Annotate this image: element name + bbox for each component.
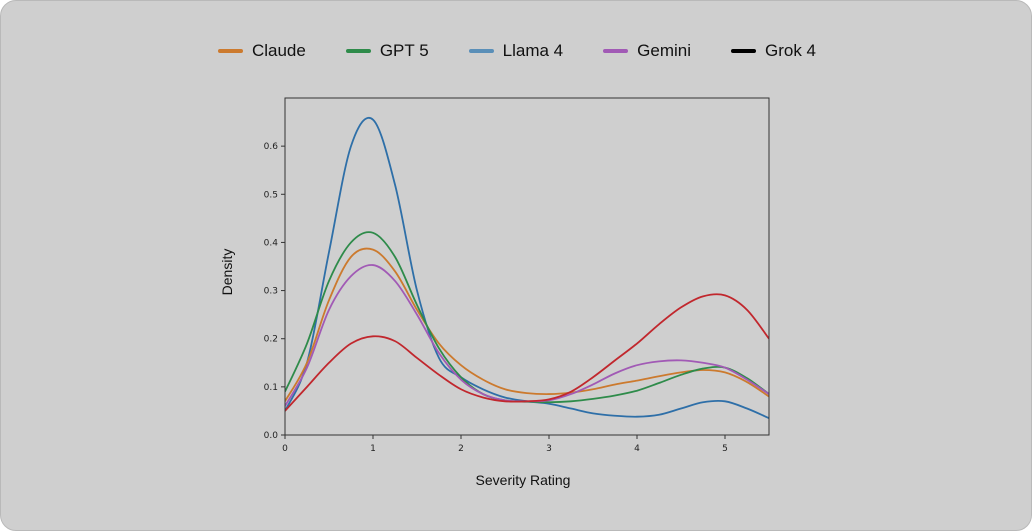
legend-swatch-gpt5	[345, 49, 371, 53]
x-tick-label: 5	[722, 444, 728, 454]
x-tick-label: 3	[546, 444, 552, 454]
chart-legend: Claude GPT 5 Llama 4 Gemini Grok 4	[1, 37, 1031, 65]
series-line-4	[285, 293, 769, 412]
y-tick-label: 0.0	[264, 431, 279, 441]
series-line-0	[285, 117, 769, 419]
legend-item-claude: Claude	[217, 41, 306, 61]
x-tick-label: 4	[634, 444, 640, 454]
x-tick-label: 2	[458, 444, 464, 454]
x-axis: 0 1 2 3 4 5	[282, 435, 728, 454]
legend-label-llama4: Llama 4	[502, 41, 564, 60]
legend-label-grok4: Grok 4	[765, 41, 817, 60]
legend-item-gpt5: GPT 5	[345, 41, 429, 61]
series-line-2	[285, 231, 769, 404]
y-tick-label: 0.4	[264, 238, 279, 248]
legend-label-gemini: Gemini	[637, 41, 691, 60]
y-tick-label: 0.3	[264, 287, 278, 297]
legend-swatch-llama4	[468, 49, 494, 53]
y-tick-label: 0.2	[264, 335, 278, 345]
legend-item-llama4: Llama 4	[468, 41, 564, 61]
y-tick-label: 0.1	[264, 383, 278, 393]
x-tick-label: 0	[282, 444, 288, 454]
legend-item-gemini: Gemini	[603, 41, 691, 61]
legend-label-claude: Claude	[251, 41, 306, 60]
plot-frame	[284, 97, 770, 436]
legend-swatch-gemini	[603, 49, 629, 53]
legend-item-grok4: Grok 4	[731, 41, 816, 61]
series-layer	[285, 117, 769, 419]
series-line-3	[285, 264, 769, 407]
y-tick-label: 0.6	[264, 142, 279, 152]
legend-swatch-claude	[217, 49, 243, 53]
x-axis-label: Severity Rating	[476, 472, 571, 488]
legend-label-gpt5: GPT 5	[379, 41, 429, 60]
y-axis: 0.0 0.1 0.2 0.3 0.4 0.5 0.6	[264, 142, 285, 441]
legend-swatch-grok4	[731, 49, 756, 53]
y-tick-label: 0.5	[264, 190, 278, 200]
series-line-1	[285, 247, 769, 402]
x-tick-label: 1	[370, 444, 376, 454]
y-axis-label: Density	[219, 249, 235, 296]
